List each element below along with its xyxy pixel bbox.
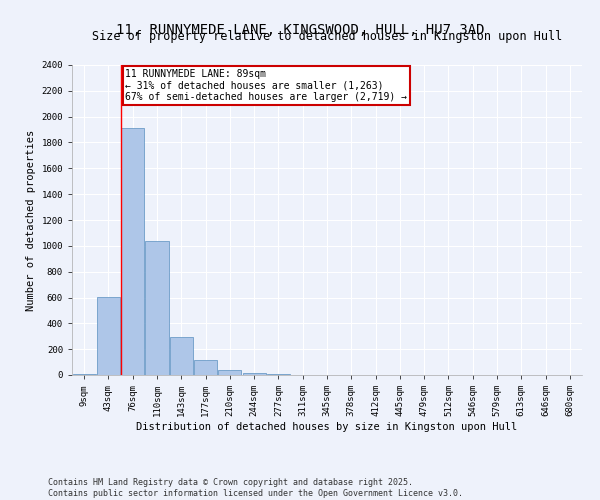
Bar [218,370,241,375]
Text: Contains HM Land Registry data © Crown copyright and database right 2025.
Contai: Contains HM Land Registry data © Crown c… [48,478,463,498]
Bar [145,240,169,375]
Text: 11 RUNNYMEDE LANE: 89sqm
← 31% of detached houses are smaller (1,263)
67% of sem: 11 RUNNYMEDE LANE: 89sqm ← 31% of detach… [125,69,407,102]
Bar [97,297,120,375]
Bar [194,360,217,375]
Bar [267,374,290,375]
Y-axis label: Number of detached properties: Number of detached properties [26,130,36,310]
Bar [170,337,193,375]
Bar [121,128,144,375]
Title: Size of property relative to detached houses in Kingston upon Hull: Size of property relative to detached ho… [92,30,562,43]
Bar [242,373,266,375]
X-axis label: Distribution of detached houses by size in Kingston upon Hull: Distribution of detached houses by size … [136,422,518,432]
Bar [73,374,95,375]
Text: 11, RUNNYMEDE LANE, KINGSWOOD, HULL, HU7 3AD: 11, RUNNYMEDE LANE, KINGSWOOD, HULL, HU7… [116,22,484,36]
